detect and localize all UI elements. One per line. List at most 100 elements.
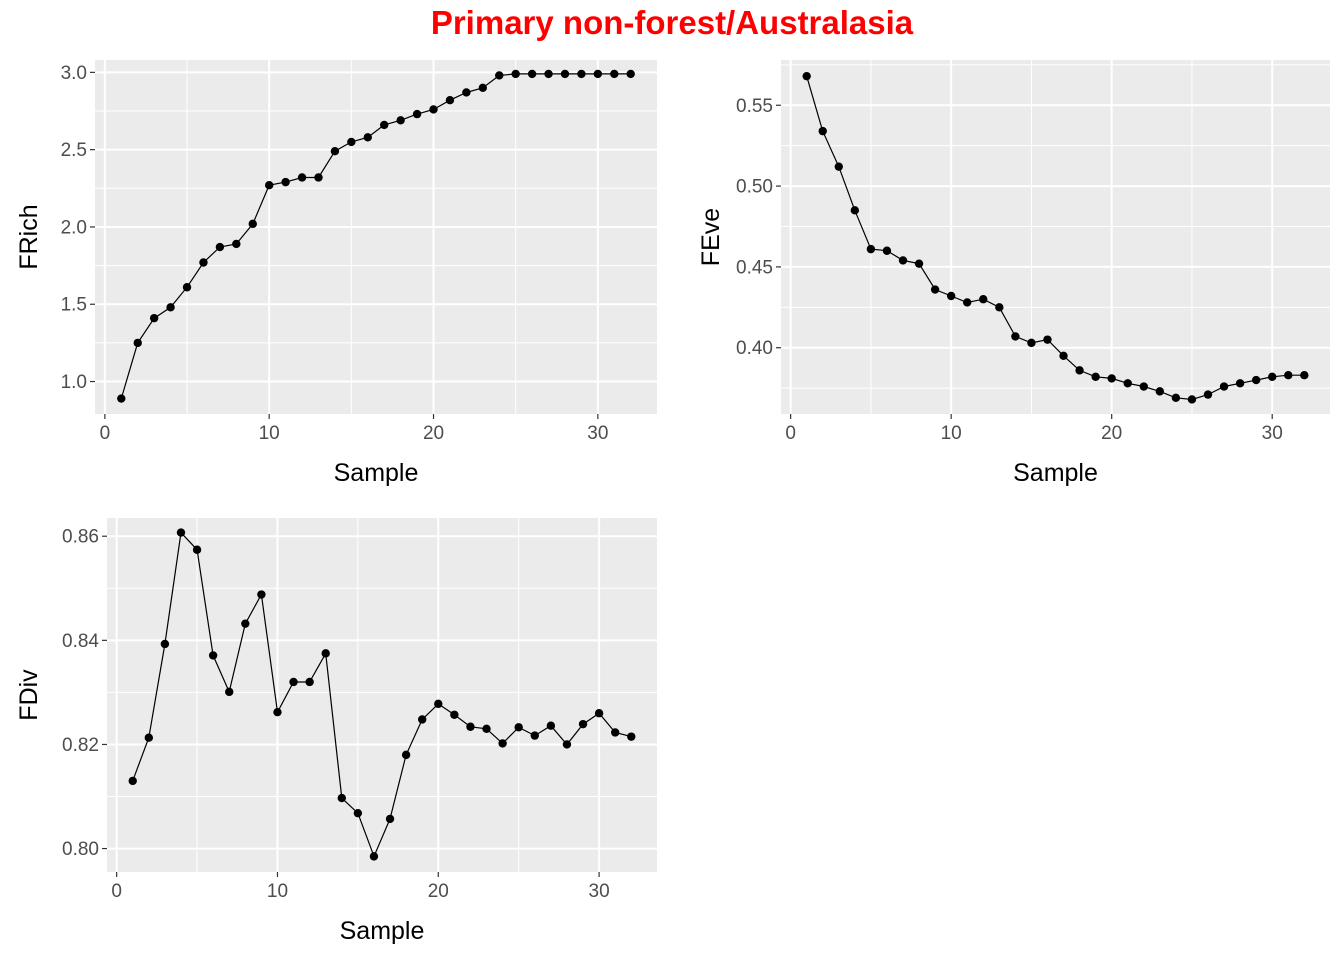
x-tick-label: 20 bbox=[1101, 423, 1122, 444]
fdiv-data-point bbox=[257, 590, 266, 599]
frich-data-point bbox=[544, 69, 553, 79]
frich-data-point bbox=[412, 109, 422, 119]
fdiv-data-point bbox=[530, 731, 539, 740]
fdiv-data-point bbox=[144, 733, 154, 742]
fdiv-data-point bbox=[514, 723, 523, 732]
fdiv-data-point bbox=[482, 724, 491, 734]
fdiv-data-point bbox=[466, 722, 475, 731]
fdiv-data-point bbox=[627, 732, 636, 741]
fdiv-data-point bbox=[321, 649, 330, 658]
x-tick-label: 10 bbox=[941, 423, 962, 444]
y-tick-label: 0.50 bbox=[736, 177, 773, 198]
feve-data-point bbox=[1235, 379, 1245, 388]
fdiv-data-point bbox=[418, 715, 427, 724]
y-tick-label: 3.0 bbox=[61, 63, 87, 84]
frich-data-point bbox=[166, 303, 175, 312]
frich-data-point bbox=[462, 88, 471, 97]
y-tick-label: 0.80 bbox=[62, 839, 99, 860]
x-axis-title: Sample bbox=[340, 917, 425, 945]
feve-data-point bbox=[1171, 393, 1181, 403]
y-axis-title: FDiv bbox=[15, 669, 43, 721]
x-axis-title: Sample bbox=[1013, 459, 1098, 487]
y-tick-label: 2.0 bbox=[61, 217, 87, 238]
x-axis-title: Sample bbox=[334, 459, 419, 487]
frich-data-point bbox=[330, 147, 340, 156]
feve-data-point bbox=[1123, 379, 1132, 388]
fdiv-data-point bbox=[385, 814, 395, 824]
fdiv-data-point bbox=[128, 776, 137, 786]
feve-data-point bbox=[1155, 387, 1165, 396]
x-tick-label: 30 bbox=[587, 423, 608, 444]
feve-data-point bbox=[866, 244, 876, 254]
feve-data-point bbox=[1284, 371, 1293, 380]
x-tick-label: 20 bbox=[423, 423, 444, 444]
feve-data-point bbox=[1251, 375, 1261, 385]
frich-data-point bbox=[478, 83, 488, 93]
feve-data-point bbox=[882, 246, 892, 255]
frich-data-point bbox=[560, 69, 570, 79]
fdiv-data-point bbox=[434, 699, 443, 709]
x-tick-label: 30 bbox=[1262, 423, 1283, 444]
y-tick-label: 1.0 bbox=[61, 372, 87, 393]
feve-data-point bbox=[1011, 332, 1020, 341]
x-tick-label: 10 bbox=[267, 881, 288, 902]
fdiv-data-point bbox=[401, 750, 411, 760]
frich-data-point bbox=[610, 69, 619, 79]
feve-data-point bbox=[914, 259, 924, 268]
y-tick-label: 0.40 bbox=[736, 338, 773, 359]
feve-data-point bbox=[834, 162, 843, 171]
feve-data-point bbox=[1219, 382, 1229, 391]
feve-data-point bbox=[802, 71, 811, 81]
x-tick-label: 0 bbox=[100, 423, 111, 444]
frich-data-point bbox=[380, 120, 389, 130]
feve-data-point bbox=[1300, 371, 1309, 380]
fdiv-data-point bbox=[337, 793, 346, 803]
y-tick-label: 0.45 bbox=[736, 257, 773, 278]
y-tick-label: 0.55 bbox=[736, 96, 773, 117]
feve-data-point bbox=[850, 206, 860, 215]
feve-data-point bbox=[1107, 374, 1116, 383]
fdiv-data-point bbox=[353, 808, 363, 818]
feve-data-point bbox=[946, 291, 956, 301]
frich-data-point bbox=[429, 105, 438, 114]
feve-data-point bbox=[1043, 335, 1052, 344]
y-axis-title: FEve bbox=[697, 208, 725, 266]
frich-data-point bbox=[117, 394, 126, 403]
y-tick-label: 0.86 bbox=[62, 527, 99, 548]
frich-data-point bbox=[396, 116, 405, 125]
frich-data-point bbox=[264, 181, 274, 190]
fdiv-data-point bbox=[546, 721, 556, 730]
fdiv-data-point bbox=[594, 709, 604, 718]
frich-data-point bbox=[199, 258, 208, 267]
x-tick-label: 0 bbox=[111, 881, 122, 902]
y-tick-label: 0.82 bbox=[62, 735, 99, 756]
frich-data-point bbox=[445, 95, 455, 105]
x-tick-label: 30 bbox=[589, 881, 610, 902]
frich-data-point bbox=[363, 133, 372, 142]
feve-data-point bbox=[1139, 382, 1148, 391]
feve-data-point bbox=[1203, 390, 1213, 399]
frich-data-point bbox=[133, 338, 142, 348]
x-tick-label: 20 bbox=[428, 881, 449, 902]
y-tick-label: 1.5 bbox=[61, 295, 87, 316]
fdiv-data-point bbox=[192, 545, 202, 554]
x-tick-label: 0 bbox=[785, 423, 796, 444]
frich-data-point bbox=[281, 177, 290, 187]
feve-data-point bbox=[930, 285, 940, 294]
feve-data-point bbox=[1187, 395, 1197, 404]
fdiv-data-point bbox=[225, 687, 234, 697]
y-axis-title: FRich bbox=[15, 204, 43, 269]
frich-data-point bbox=[182, 283, 192, 292]
frich-data-point bbox=[297, 173, 307, 182]
y-tick-label: 0.84 bbox=[62, 631, 99, 652]
frich-data-point bbox=[215, 242, 225, 252]
frich-data-point bbox=[232, 239, 241, 249]
fdiv-data-point bbox=[610, 728, 620, 737]
frich-data-point bbox=[347, 137, 356, 147]
feve-data-point bbox=[818, 126, 827, 136]
fdiv-data-point bbox=[160, 639, 170, 649]
fdiv-data-point bbox=[562, 740, 572, 749]
fdiv-data-point bbox=[498, 739, 507, 748]
